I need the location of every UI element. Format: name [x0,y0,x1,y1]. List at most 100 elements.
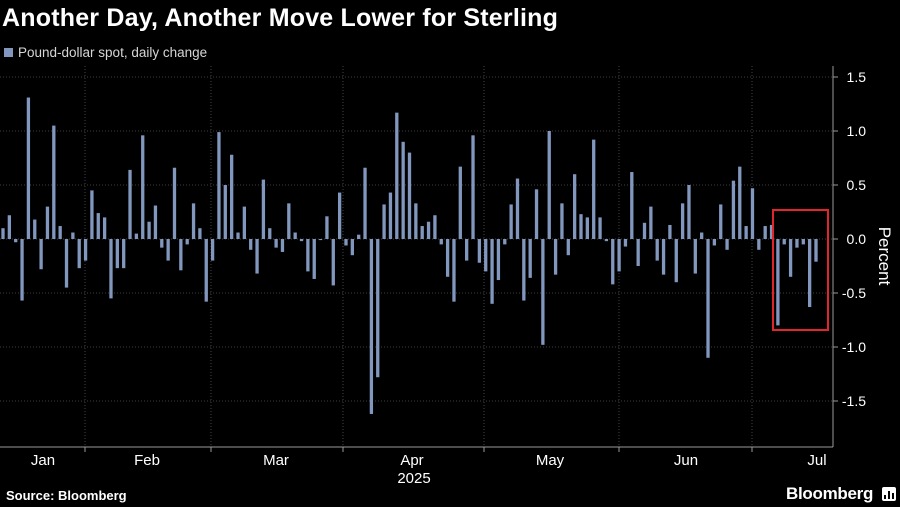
bar [420,226,424,239]
bar [738,166,742,239]
bar [541,239,545,345]
bar [210,239,215,261]
bar [293,232,297,239]
bar [509,204,513,239]
bar [484,239,488,272]
bar [261,179,266,239]
bar [147,221,151,239]
x-tick-label: Feb [134,452,160,469]
bar [623,239,628,247]
bar [236,232,240,239]
bar [445,239,450,277]
chart-title: Another Day, Another Move Lower for Ster… [2,4,559,32]
bar [674,239,678,283]
bar [687,185,691,239]
bar [96,213,100,239]
bar [83,239,88,261]
bar [680,203,685,239]
bar [649,206,653,239]
bar [579,214,583,239]
bar [90,190,94,239]
bar [115,239,119,269]
bar [14,239,18,243]
bar [382,204,386,239]
y-tick-label: 1.0 [847,123,867,139]
bar [242,206,247,239]
bar [592,139,596,239]
x-tick-label: Mar [263,452,289,469]
bar-chart-icon [882,487,896,501]
bar [287,203,291,239]
bar [465,239,469,261]
bar [572,174,577,239]
bar [58,226,62,239]
bar [134,233,139,239]
bar [636,239,640,266]
bar [407,152,412,239]
bar [452,239,456,302]
bar [217,132,221,239]
bar [617,239,621,272]
x-axis-year-label: 2025 [397,470,430,487]
source-note: Source: Bloomberg [6,488,127,503]
bar [20,239,24,301]
bar [141,135,145,239]
highlight-box [772,209,829,331]
bar [731,180,736,239]
bar [45,206,50,239]
x-tick-label: Jan [31,452,55,469]
bar [611,239,615,285]
y-tick-label: -1.0 [842,339,866,355]
bar [128,169,132,239]
bar [795,239,799,248]
x-tick-label: Apr [400,452,423,469]
y-axis-ticks: 1.5 1.0 0.5 0.0 -0.5 -1.0 -1.5 [833,69,866,409]
bar [661,239,666,275]
bar [33,219,37,239]
bar [388,192,393,239]
y-tick-label: -1.5 [842,393,866,409]
bar [280,239,285,252]
y-axis-label: Percent [875,227,894,286]
bar [109,239,113,299]
bar [801,239,805,245]
bar [185,239,189,245]
bar [376,239,380,378]
bar [668,224,672,239]
bar [363,167,367,239]
bar [763,226,767,239]
bar [439,239,443,245]
bar [744,226,748,239]
bar [560,203,564,239]
bar [172,167,177,239]
bar [102,217,107,239]
bar [719,204,723,239]
bar [255,239,259,274]
bar [693,239,697,274]
bar [325,216,329,239]
bar [426,221,431,239]
bar [204,239,208,302]
bar [26,97,31,240]
bar [198,228,202,239]
bar [223,185,227,239]
bar [64,239,69,288]
bar [808,239,812,308]
bar [1,228,5,239]
bar [401,141,405,239]
y-tick-label: 0.0 [847,231,867,247]
x-axis-ticks: Jan Feb Mar Apr May Jun Jul [31,447,827,469]
bar [598,217,602,239]
bar [547,131,551,239]
bar [306,239,310,272]
legend-label: Pound-dollar spot, daily change [18,45,208,60]
bar [458,166,462,239]
y-tick-label: 1.5 [847,69,867,85]
bar [604,239,609,242]
bar [712,239,717,246]
x-tick-label: Jul [807,452,826,469]
bar-series [1,97,818,414]
bar [7,215,11,239]
bar [642,222,647,239]
